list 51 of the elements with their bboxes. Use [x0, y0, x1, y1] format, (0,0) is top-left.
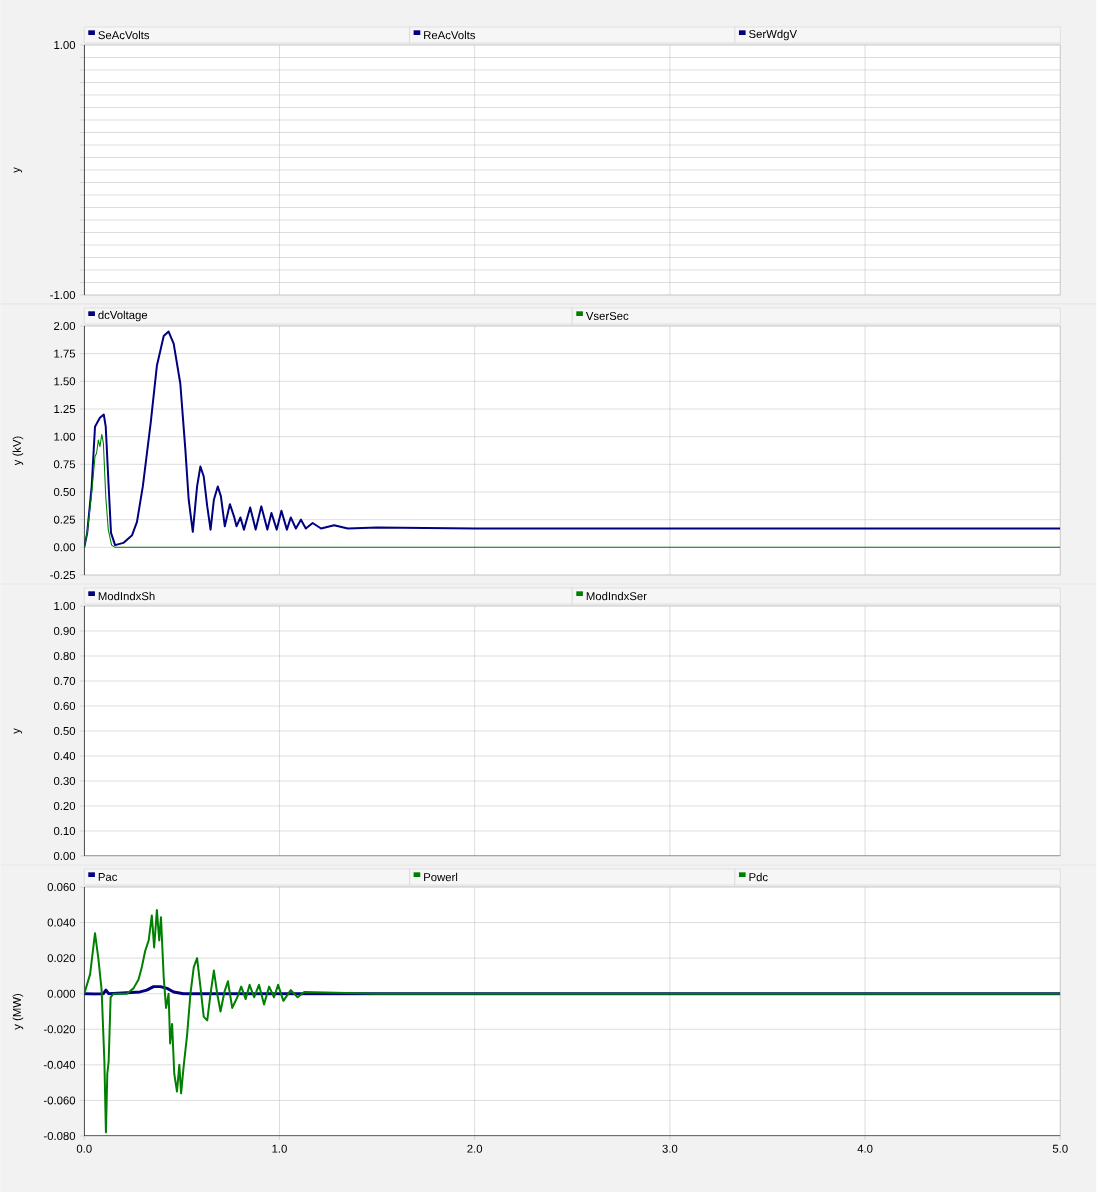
x-tick-label: 3.0	[662, 1144, 678, 1153]
legend-label: SeAcVolts	[98, 30, 150, 40]
y-tick-label: 1.00	[54, 601, 76, 610]
y-tick-label: -0.25	[50, 570, 76, 579]
legend-label: Powerl	[424, 872, 458, 882]
y-tick-label: 0.40	[54, 751, 76, 760]
y-tick-label: 0.90	[54, 626, 76, 635]
y-axis-title: y (kV)	[12, 436, 24, 466]
y-tick-label: 0.50	[54, 487, 76, 496]
legend-label: ModIndxSh	[99, 591, 155, 601]
y-tick-label: -0.040	[44, 1060, 76, 1069]
legend-label: VserSec	[586, 311, 629, 320]
legend-label: ModIndxSer	[587, 591, 647, 601]
y-tick-label: 0.000	[47, 989, 76, 998]
y-tick-label: 0.040	[47, 918, 76, 927]
x-tick-label: 4.0	[857, 1144, 873, 1153]
y-tick-label: 1.00	[54, 40, 76, 49]
legend-label: ReAcVolts	[424, 30, 476, 40]
y-axis-title: y (MW)	[12, 993, 24, 1030]
x-tick-label: 1.0	[272, 1144, 288, 1153]
y-tick-label: 0.060	[47, 882, 76, 891]
y-tick-label: -0.080	[44, 1131, 76, 1140]
y-axis-title: y	[13, 167, 23, 173]
y-tick-label: 0.00	[54, 851, 76, 860]
y-tick-label: -0.020	[44, 1025, 76, 1034]
y-tick-label: 0.00	[54, 543, 76, 552]
y-tick-label: 0.60	[54, 701, 76, 710]
y-tick-label: 0.30	[54, 776, 76, 785]
x-tick-label: 2.0	[467, 1144, 483, 1153]
y-tick-label: 0.020	[47, 954, 76, 963]
legend-label: dcVoltage	[98, 310, 148, 322]
x-tick-label: 0.0	[77, 1144, 92, 1153]
y-tick-label: 0.75	[54, 460, 76, 469]
y-tick-label: 0.20	[54, 801, 76, 810]
legend-label: Pdc	[749, 872, 769, 882]
y-axis-title: y	[13, 728, 23, 734]
y-tick-label: 0.50	[54, 726, 76, 735]
y-tick-label: 2.00	[54, 321, 76, 330]
legend-label: SerWdgV	[749, 29, 798, 41]
y-tick-label: 0.70	[54, 676, 76, 685]
x-tick-label: 5.0	[1053, 1144, 1068, 1153]
y-tick-label: 0.80	[54, 651, 76, 660]
y-tick-label: 0.10	[54, 826, 76, 835]
y-tick-label: 1.50	[54, 377, 76, 386]
y-tick-label: -1.00	[50, 290, 76, 299]
y-tick-label: 1.75	[54, 349, 76, 358]
y-tick-label: 0.25	[54, 515, 76, 524]
y-tick-label: 1.25	[54, 404, 76, 413]
legend-label: Pac	[99, 873, 118, 881]
y-tick-label: 1.00	[54, 432, 76, 441]
y-tick-label: -0.060	[44, 1096, 76, 1105]
